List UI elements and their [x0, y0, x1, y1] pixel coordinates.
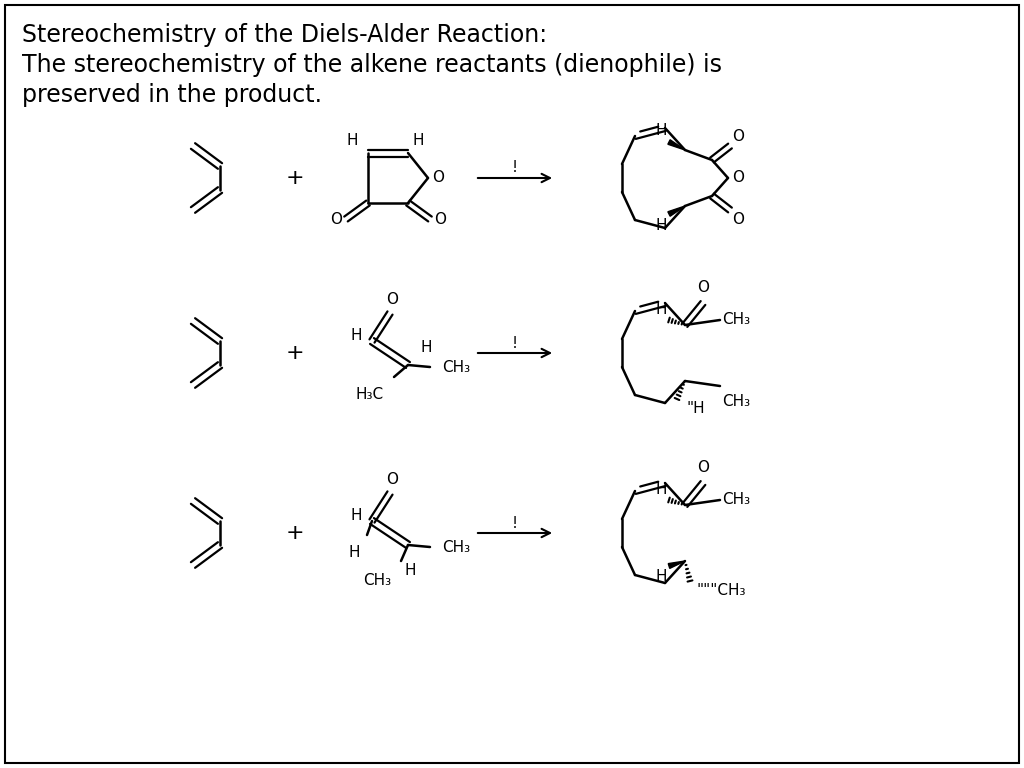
Text: +: + — [286, 168, 304, 188]
Polygon shape — [668, 140, 685, 150]
Text: H: H — [655, 218, 667, 233]
Text: CH₃: CH₃ — [722, 394, 751, 409]
Text: !: ! — [512, 336, 518, 350]
Text: O: O — [330, 211, 342, 227]
Text: O: O — [697, 280, 709, 295]
Text: O: O — [386, 472, 398, 487]
Text: H: H — [350, 508, 362, 524]
Text: CH₃: CH₃ — [442, 359, 470, 375]
Text: preserved in the product.: preserved in the product. — [22, 83, 322, 107]
Text: O: O — [432, 170, 444, 186]
Text: H: H — [350, 329, 362, 343]
Text: O: O — [732, 170, 744, 186]
Text: Stereochemistry of the Diels-Alder Reaction:: Stereochemistry of the Diels-Alder React… — [22, 23, 547, 47]
Text: H: H — [420, 340, 431, 355]
Text: CH₃: CH₃ — [722, 313, 751, 327]
Text: O: O — [434, 211, 446, 227]
Text: """CH₃: """CH₃ — [697, 583, 746, 598]
Text: O: O — [386, 292, 398, 307]
Text: H: H — [655, 569, 667, 584]
Text: H: H — [346, 133, 358, 148]
Polygon shape — [669, 561, 685, 568]
Text: H: H — [413, 133, 425, 148]
Text: H: H — [655, 482, 667, 497]
Text: !: ! — [512, 515, 518, 531]
Text: O: O — [732, 212, 744, 227]
Text: The stereochemistry of the alkene reactants (dienophile) is: The stereochemistry of the alkene reacta… — [22, 53, 722, 77]
Text: +: + — [286, 523, 304, 543]
Text: H: H — [404, 563, 416, 578]
Text: "H: "H — [687, 401, 706, 416]
Text: CH₃: CH₃ — [362, 573, 391, 588]
Text: +: + — [286, 343, 304, 363]
Polygon shape — [668, 206, 685, 217]
Text: H: H — [655, 302, 667, 317]
Text: CH₃: CH₃ — [722, 492, 751, 508]
Text: H₃C: H₃C — [356, 387, 384, 402]
Text: O: O — [697, 460, 709, 475]
Text: !: ! — [512, 161, 518, 176]
Text: H: H — [655, 123, 667, 138]
Text: O: O — [732, 129, 744, 144]
Text: H: H — [348, 545, 360, 560]
Text: CH₃: CH₃ — [442, 539, 470, 554]
